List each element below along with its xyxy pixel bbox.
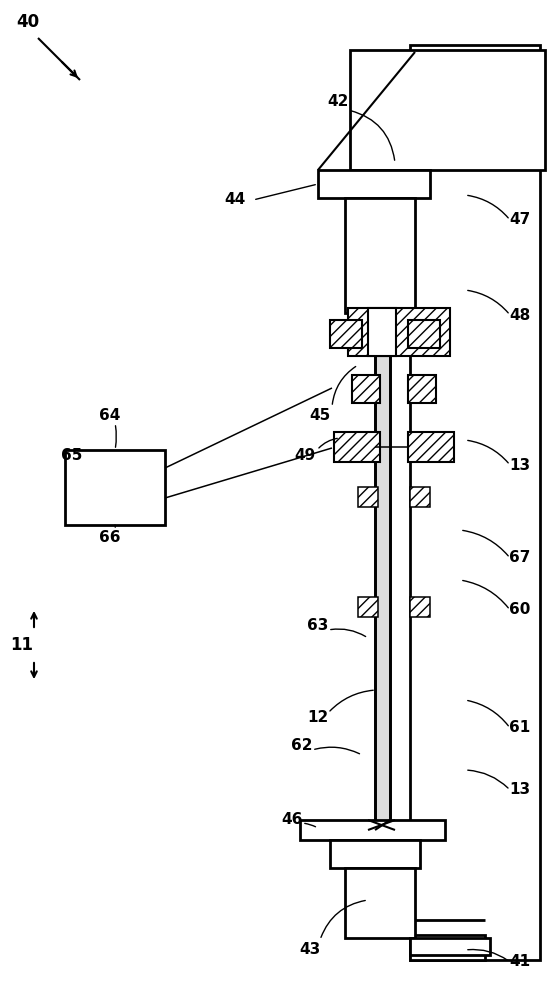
Text: 42: 42 — [328, 95, 349, 109]
Bar — [65, 450, 165, 525]
Text: 61: 61 — [509, 720, 531, 736]
Text: 63: 63 — [307, 617, 329, 633]
Bar — [345, 868, 415, 938]
Text: 60: 60 — [509, 602, 531, 617]
Text: 13: 13 — [509, 782, 531, 798]
Text: 11: 11 — [11, 636, 33, 654]
Text: 48: 48 — [509, 308, 531, 322]
Bar — [408, 320, 440, 348]
Bar — [375, 313, 390, 830]
Bar — [352, 375, 380, 403]
Text: 62: 62 — [291, 738, 312, 752]
Text: 40: 40 — [16, 13, 40, 31]
Text: 43: 43 — [300, 942, 321, 958]
Text: 65: 65 — [61, 448, 83, 462]
Bar — [345, 198, 415, 313]
Bar — [410, 938, 490, 955]
Text: 67: 67 — [509, 550, 531, 566]
Bar — [318, 170, 430, 198]
Bar — [350, 50, 545, 170]
Text: 49: 49 — [295, 448, 316, 462]
Text: 41: 41 — [509, 954, 531, 970]
Bar — [410, 597, 430, 617]
Bar — [358, 487, 378, 507]
Bar — [408, 432, 454, 462]
Bar — [410, 45, 540, 960]
Text: 46: 46 — [281, 812, 302, 828]
Bar — [368, 308, 396, 356]
Bar — [410, 935, 485, 960]
Bar — [348, 308, 450, 356]
Text: 66: 66 — [99, 530, 121, 546]
Bar — [408, 375, 436, 403]
Text: 44: 44 — [224, 192, 246, 208]
Text: 45: 45 — [309, 408, 331, 422]
Bar — [334, 432, 380, 462]
Bar — [410, 487, 430, 507]
Bar — [358, 597, 378, 617]
Text: 13: 13 — [509, 458, 531, 473]
Text: 47: 47 — [509, 213, 531, 228]
Bar — [300, 820, 445, 840]
Text: 12: 12 — [307, 710, 329, 726]
Bar — [330, 320, 362, 348]
Text: 64: 64 — [99, 408, 121, 422]
Bar — [330, 840, 420, 868]
